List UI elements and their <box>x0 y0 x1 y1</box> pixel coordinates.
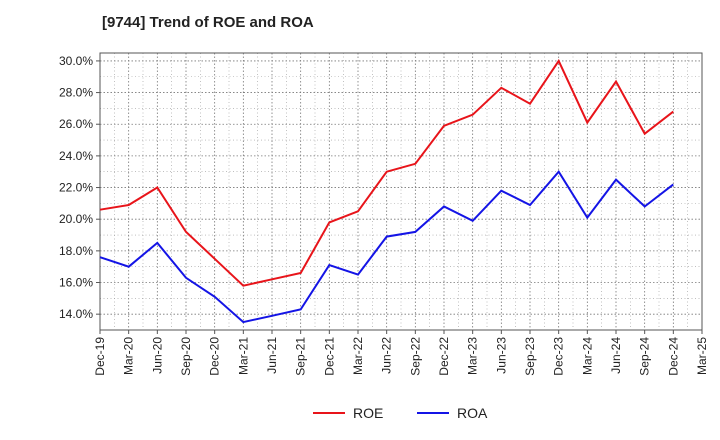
x-tick-label: Jun-20 <box>150 337 164 374</box>
x-tick-label: Mar-22 <box>351 337 365 375</box>
y-tick-label: 20.0% <box>59 212 93 226</box>
x-tick-label: Dec-20 <box>208 337 222 376</box>
series-lines <box>99 58 674 324</box>
legend-label-roe: ROE <box>353 405 383 421</box>
y-tick-label: 18.0% <box>59 244 93 258</box>
x-tick-label: Dec-22 <box>437 337 451 376</box>
y-tick-label: 14.0% <box>59 307 93 321</box>
x-tick-label: Dec-23 <box>552 337 566 376</box>
plot-area <box>99 52 703 331</box>
series-line-roe <box>99 58 674 287</box>
x-tick-label: Sep-23 <box>523 337 537 376</box>
legend: ROE ROA <box>313 405 488 421</box>
x-tick-label: Dec-19 <box>93 337 107 376</box>
x-tick-label: Jun-22 <box>380 337 394 374</box>
series-line-roa <box>99 170 674 324</box>
y-tick-label: 22.0% <box>59 181 93 195</box>
x-tick-label: Sep-20 <box>179 337 193 376</box>
x-tick-label: Mar-21 <box>236 337 250 375</box>
x-tick-label: Jun-21 <box>265 337 279 374</box>
x-tick-label: Jun-24 <box>609 337 623 374</box>
x-tick-label: Sep-22 <box>408 337 422 376</box>
y-tick-label: 28.0% <box>59 86 93 100</box>
x-tick-label: Sep-24 <box>638 337 652 376</box>
chart-title: [9744] Trend of ROE and ROA <box>102 14 314 31</box>
y-tick-label: 16.0% <box>59 276 93 290</box>
x-tick-label: Mar-25 <box>695 337 709 375</box>
x-axis: Dec-19 Mar-20 Jun-20 Sep-20 Dec-20 Mar-21 Jun-… <box>93 330 709 376</box>
y-tick-label: 26.0% <box>59 117 93 131</box>
y-axis: 14.0% 16.0% 18.0% 20.0% 22.0% 24.0% 26.0% 28.0%… <box>59 54 100 321</box>
x-tick-label: Sep-21 <box>294 337 308 376</box>
y-tick-label: 30.0% <box>59 54 93 68</box>
legend-label-roa: ROA <box>457 405 488 421</box>
gridlines <box>100 53 702 331</box>
y-tick-label: 24.0% <box>59 149 93 163</box>
x-tick-label: Mar-24 <box>580 337 594 375</box>
x-tick-label: Mar-20 <box>122 337 136 375</box>
x-tick-label: Mar-23 <box>466 337 480 375</box>
x-tick-label: Dec-24 <box>666 337 680 376</box>
x-tick-label: Dec-21 <box>322 337 336 376</box>
x-tick-label: Jun-23 <box>494 337 508 374</box>
